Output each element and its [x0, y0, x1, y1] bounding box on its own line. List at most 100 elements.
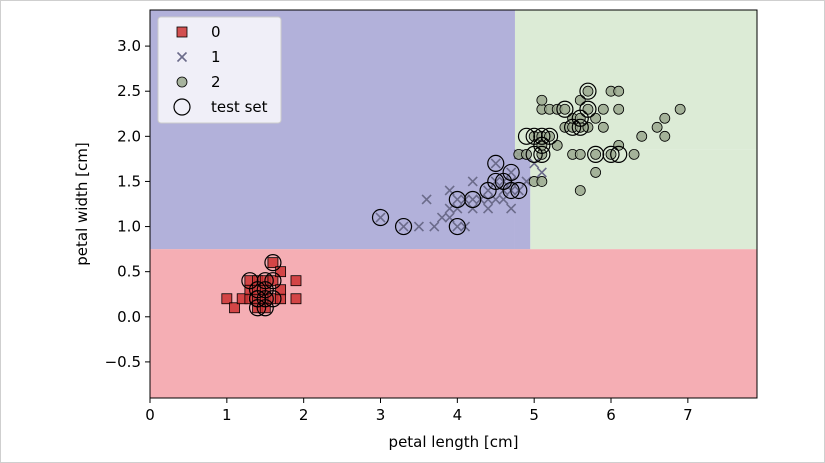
- series-2-point: [590, 148, 602, 160]
- legend-label: 2: [211, 73, 221, 91]
- series-0-point: [221, 293, 233, 305]
- legend-label: 0: [211, 23, 221, 41]
- series-2-point: [536, 94, 548, 106]
- plot-area-border: [149, 9, 758, 399]
- series-2-point: [674, 103, 686, 115]
- test-set-point: [610, 145, 628, 163]
- y-axis-label: petal width [cm]: [73, 142, 91, 265]
- y-tick-label: 0.5: [117, 263, 141, 281]
- x-marker-stroke: [413, 221, 424, 232]
- legend-marker-1: [176, 51, 188, 63]
- series-1-point: [421, 194, 432, 205]
- x-marker-stroke: [436, 212, 448, 223]
- test-set-point: [264, 272, 282, 290]
- test-set-point: [502, 163, 520, 182]
- series-2-point: [628, 148, 640, 160]
- series-2-point: [551, 139, 563, 151]
- test-set-point: [264, 290, 282, 308]
- series-1-point: [452, 203, 463, 214]
- series-2-point: [536, 139, 548, 151]
- series-1-point: [467, 203, 478, 214]
- y-tick-label: 3.0: [117, 37, 141, 55]
- x-tick-label: 5: [529, 406, 539, 424]
- legend-marker-test-set: [173, 98, 191, 116]
- x-tick-label: 1: [222, 406, 232, 424]
- decision-region-class-2: [514, 10, 757, 150]
- x-marker-stroke: [398, 221, 409, 232]
- legend-label: test set: [211, 98, 268, 116]
- test-set-point: [394, 217, 413, 236]
- test-set-point: [579, 82, 597, 100]
- series-1-point: [398, 221, 409, 232]
- x-marker-stroke: [467, 203, 478, 214]
- series-2-point: [559, 103, 571, 115]
- x-marker-stroke: [536, 167, 547, 178]
- test-set-point: [256, 272, 274, 290]
- series-2-point: [582, 103, 594, 115]
- test-set-point: [510, 181, 528, 200]
- x-tick-label: 2: [299, 406, 309, 424]
- series-2-point: [582, 85, 594, 97]
- test-set-point: [448, 190, 466, 209]
- x-marker-stroke: [490, 158, 501, 169]
- x-tick-label: 0: [145, 406, 155, 424]
- series-1-point: [413, 221, 424, 232]
- x-marker-stroke: [421, 194, 432, 205]
- series-1-point: [483, 194, 494, 205]
- decision-region-class-0: [150, 249, 757, 398]
- series-2-point: [597, 121, 609, 133]
- series-2-point: [613, 103, 625, 115]
- x-marker-stroke: [490, 194, 501, 205]
- x-marker-stroke: [444, 185, 455, 196]
- test-set-point: [502, 181, 520, 200]
- test-set-point: [556, 100, 574, 118]
- x-marker-stroke: [483, 194, 494, 205]
- series-2-point: [613, 139, 625, 151]
- y-axis-ticks: −0.5 0.0 0.5 1.0 1.5 2.0 2.5 3.0: [105, 37, 150, 371]
- series-2-point: [613, 85, 625, 97]
- series-1-point: [436, 212, 448, 223]
- series-2-point: [574, 148, 586, 160]
- decision-region-class-2: [530, 149, 757, 250]
- series-2-point: [574, 185, 586, 196]
- series-1-point: [375, 212, 386, 223]
- y-tick-label: −0.5: [105, 353, 141, 371]
- x-marker-stroke: [506, 203, 517, 214]
- x-marker-stroke: [429, 221, 440, 232]
- y-tick-label: 2.5: [117, 82, 141, 100]
- y-tick-label: 0.0: [117, 308, 141, 326]
- test-set-point: [487, 154, 505, 172]
- series-2-point: [590, 167, 602, 178]
- x-marker-stroke: [483, 203, 494, 214]
- series-1-point: [483, 203, 494, 214]
- legend: 0 1 2 test set: [157, 16, 282, 124]
- series-1-point: [490, 158, 501, 169]
- series-0-point: [290, 293, 302, 305]
- series-1-point: [536, 167, 547, 178]
- test-set-point: [540, 127, 559, 145]
- series-1-point: [452, 221, 463, 232]
- legend-box: [157, 16, 282, 124]
- test-set-point: [525, 145, 543, 163]
- x-marker-stroke: [375, 212, 386, 223]
- test-set-point: [517, 127, 536, 145]
- series-2-point: [651, 121, 663, 133]
- legend-marker-0: [176, 26, 188, 38]
- series-2-point: [636, 130, 648, 142]
- x-marker-stroke: [452, 221, 463, 232]
- test-set-point: [571, 118, 589, 136]
- test-set-point: [264, 254, 282, 272]
- series-2-point: [659, 112, 671, 124]
- series-1-point: [506, 203, 517, 214]
- test-set-point: [464, 190, 482, 209]
- x-marker-stroke: [176, 51, 188, 63]
- series-2-point: [597, 103, 609, 115]
- series-2-point: [574, 94, 586, 106]
- series-1-point: [467, 176, 478, 187]
- series-2-point: [590, 112, 602, 124]
- y-tick-label: 1.5: [117, 172, 141, 190]
- test-set-point: [533, 127, 551, 145]
- test-set-point: [371, 208, 390, 227]
- x-marker-stroke: [452, 194, 463, 205]
